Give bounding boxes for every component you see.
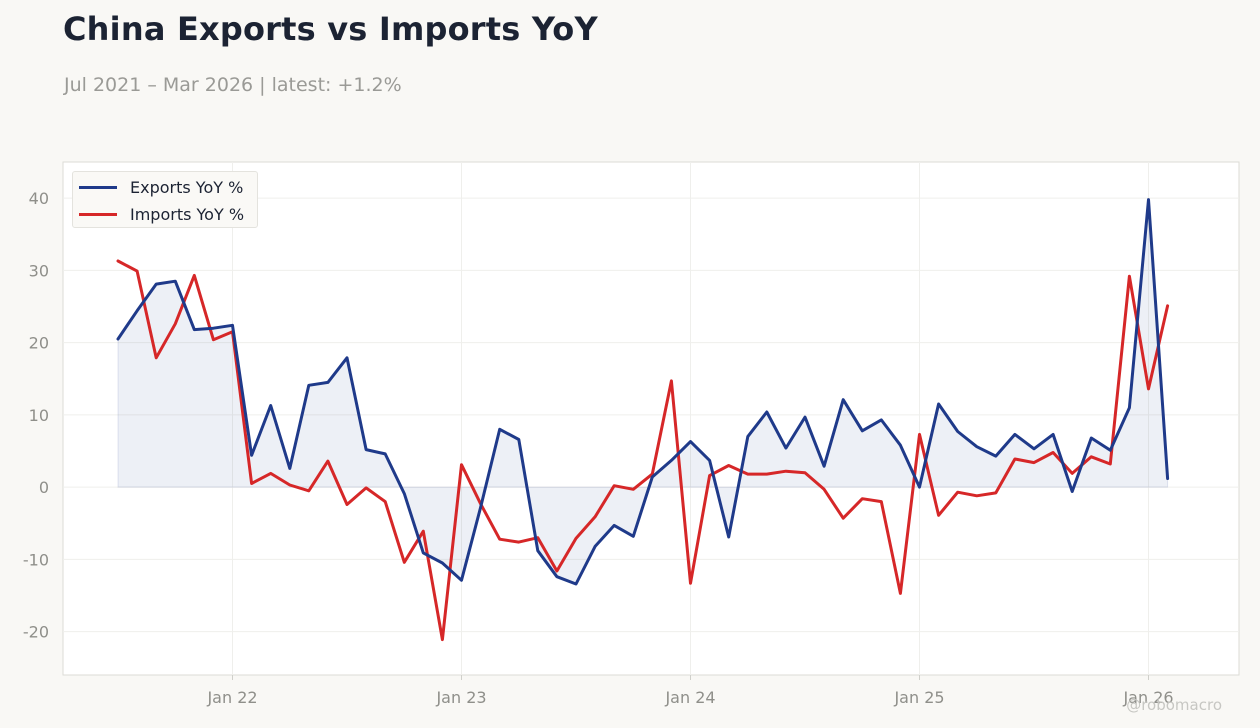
legend-swatch-imports bbox=[79, 212, 117, 216]
chart-legend: Exports YoY % Imports YoY % bbox=[72, 171, 258, 228]
legend-label-exports: Exports YoY % bbox=[130, 177, 244, 197]
y-tick-label: 10 bbox=[29, 406, 49, 425]
legend-item-exports: Exports YoY % bbox=[79, 176, 243, 198]
y-tick-label: 40 bbox=[29, 189, 49, 208]
y-tick-label: -10 bbox=[23, 550, 49, 569]
x-tick-label: Jan 24 bbox=[664, 688, 715, 707]
x-tick-label: Jan 26 bbox=[1122, 688, 1173, 707]
exports-series-line bbox=[116, 198, 1170, 586]
legend-label-imports: Imports YoY % bbox=[130, 204, 245, 224]
legend-swatch-exports bbox=[79, 185, 117, 189]
x-tick-label: Jan 23 bbox=[435, 688, 486, 707]
imports-series-line bbox=[116, 259, 1170, 642]
legend-item-imports: Imports YoY % bbox=[79, 203, 244, 225]
y-tick-label: 0 bbox=[39, 478, 49, 497]
chart-subtitle: Jul 2021 – Mar 2026 | latest: +1.2% bbox=[64, 74, 402, 96]
x-tick-label: Jan 22 bbox=[206, 688, 257, 707]
chart-title: China Exports vs Imports YoY bbox=[63, 10, 598, 48]
plot-area bbox=[62, 161, 1240, 676]
y-tick-label: 30 bbox=[29, 261, 49, 280]
y-tick-label: -20 bbox=[23, 623, 49, 642]
x-tick-label: Jan 25 bbox=[893, 688, 944, 707]
y-tick-label: 20 bbox=[29, 334, 49, 353]
watermark: @robomacro bbox=[1126, 696, 1222, 714]
